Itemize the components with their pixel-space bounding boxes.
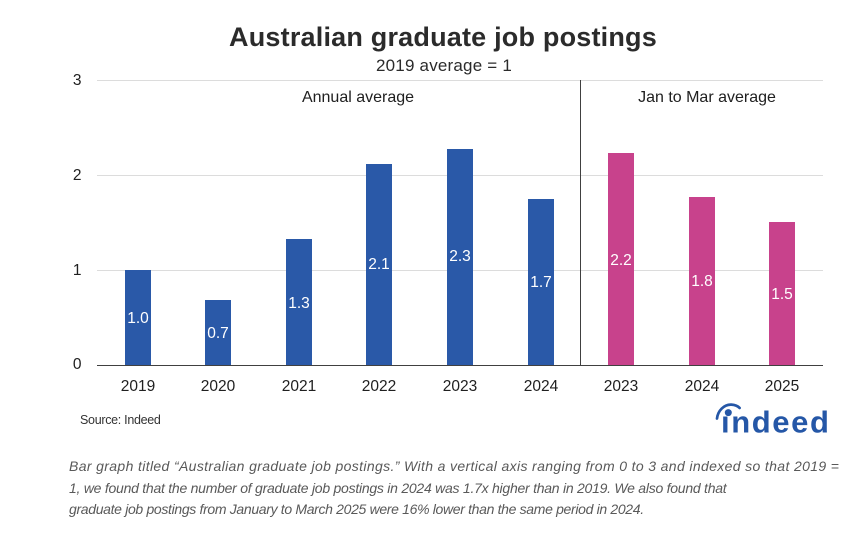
svg-text:ındeed: ındeed <box>721 405 831 438</box>
